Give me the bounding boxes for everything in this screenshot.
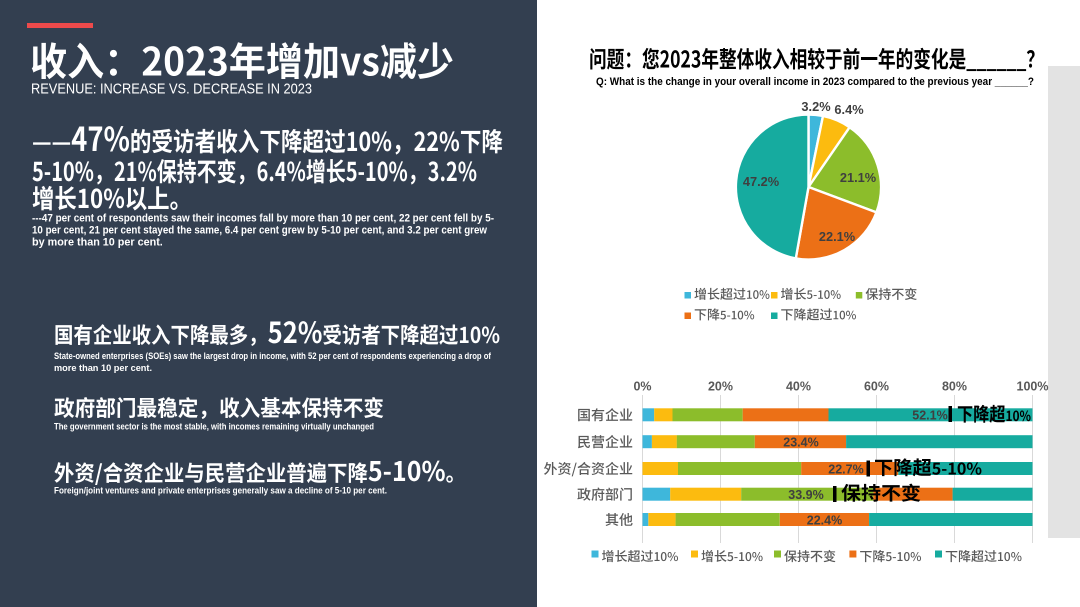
- svg-text:Foreign/joint ventures and pri: Foreign/joint ventures and private enter…: [54, 486, 387, 496]
- svg-text:20%: 20%: [708, 380, 733, 394]
- svg-text:52.1%: 52.1%: [912, 409, 947, 423]
- svg-text:3.2%: 3.2%: [801, 99, 831, 114]
- svg-text:22.7%: 22.7%: [828, 463, 863, 477]
- svg-text:10 per cent, 21 per cent staye: 10 per cent, 21 per cent stayed the same…: [32, 225, 488, 237]
- svg-text:REVENUE: INCREASE VS. DECREASE: REVENUE: INCREASE VS. DECREASE IN 2023: [31, 81, 312, 98]
- svg-text:The government sector is the m: The government sector is the most stable…: [54, 422, 374, 432]
- svg-text:more than 10 per cent.: more than 10 per cent.: [54, 363, 152, 373]
- svg-text:0%: 0%: [633, 380, 651, 394]
- svg-text:60%: 60%: [864, 380, 889, 394]
- svg-text:80%: 80%: [942, 380, 967, 394]
- svg-text:40%: 40%: [786, 380, 811, 394]
- svg-text:47.2%: 47.2%: [743, 174, 780, 189]
- svg-text:by more than 10 per cent.: by more than 10 per cent.: [32, 237, 163, 249]
- svg-text:100%: 100%: [1017, 380, 1049, 394]
- svg-text:22.1%: 22.1%: [819, 229, 856, 244]
- svg-text:22.4%: 22.4%: [807, 514, 842, 528]
- svg-text:---47 per cent of respondents: ---47 per cent of respondents saw their …: [32, 213, 494, 225]
- svg-text:State-owned enterprises (SOEs): State-owned enterprises (SOEs) saw the l…: [54, 351, 492, 361]
- svg-text:Q: What is the change in your: Q: What is the change in your overall in…: [596, 76, 1034, 88]
- svg-text:23.4%: 23.4%: [783, 436, 818, 450]
- svg-text:21.1%: 21.1%: [840, 170, 877, 185]
- svg-text:6.4%: 6.4%: [834, 102, 864, 117]
- svg-text:33.9%: 33.9%: [788, 488, 823, 502]
